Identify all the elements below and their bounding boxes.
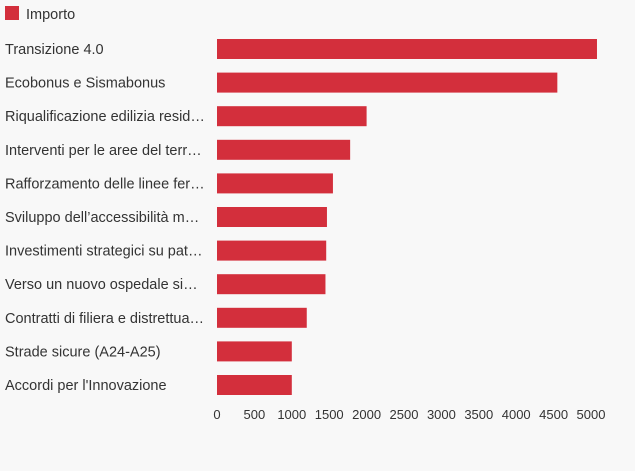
bar[interactable] xyxy=(217,240,327,261)
legend-swatch xyxy=(5,6,19,20)
x-tick-label: 4000 xyxy=(502,407,531,422)
category-label: Strade sicure (A24-A25) xyxy=(5,344,161,360)
category-label: Ecobonus e Sismabonus xyxy=(5,76,165,92)
bar[interactable] xyxy=(217,274,326,295)
bar[interactable] xyxy=(217,139,351,160)
category-label: Investimenti strategici su pat… xyxy=(5,244,202,260)
x-tick-label: 4500 xyxy=(539,407,568,422)
category-label: Accordi per l'Innovazione xyxy=(5,378,167,394)
category-labels: Transizione 4.0 Ecobonus e Sismabonus Riqu… xyxy=(5,42,205,394)
bar[interactable] xyxy=(217,106,367,127)
x-tick-label: 500 xyxy=(244,407,266,422)
x-tick-label: 0 xyxy=(213,407,220,422)
category-label: Rafforzamento delle linee fer… xyxy=(5,176,205,192)
bar[interactable] xyxy=(217,72,558,93)
category-label: Interventi per le aree del terr… xyxy=(5,143,202,159)
x-tick-label: 5000 xyxy=(577,407,606,422)
x-tick-label: 2000 xyxy=(352,407,381,422)
legend[interactable]: Importo xyxy=(5,6,75,23)
bar[interactable] xyxy=(217,341,292,362)
category-label: Verso un nuovo ospedale si… xyxy=(5,277,198,293)
x-tick-label: 1000 xyxy=(277,407,306,422)
x-axis-ticks: 0 500 1000 1500 2000 2500 3000 3500 4000 4500 5000 xyxy=(213,407,605,422)
legend-label: Importo xyxy=(26,7,75,23)
bar[interactable] xyxy=(217,375,292,395)
category-label: Riqualificazione edilizia resid… xyxy=(5,109,205,125)
bar[interactable] xyxy=(217,39,597,59)
category-label: Sviluppo dell’accessibilità m… xyxy=(5,210,199,226)
category-label: Transizione 4.0 xyxy=(5,42,104,58)
x-tick-label: 3000 xyxy=(427,407,456,422)
bar[interactable] xyxy=(217,173,333,194)
x-tick-label: 1500 xyxy=(315,407,344,422)
x-tick-label: 2500 xyxy=(390,407,419,422)
bar[interactable] xyxy=(217,307,307,328)
bar[interactable] xyxy=(217,207,327,227)
category-label: Contratti di filiera e distrettua… xyxy=(5,311,204,327)
bars xyxy=(217,39,597,395)
x-tick-label: 3500 xyxy=(464,407,493,422)
